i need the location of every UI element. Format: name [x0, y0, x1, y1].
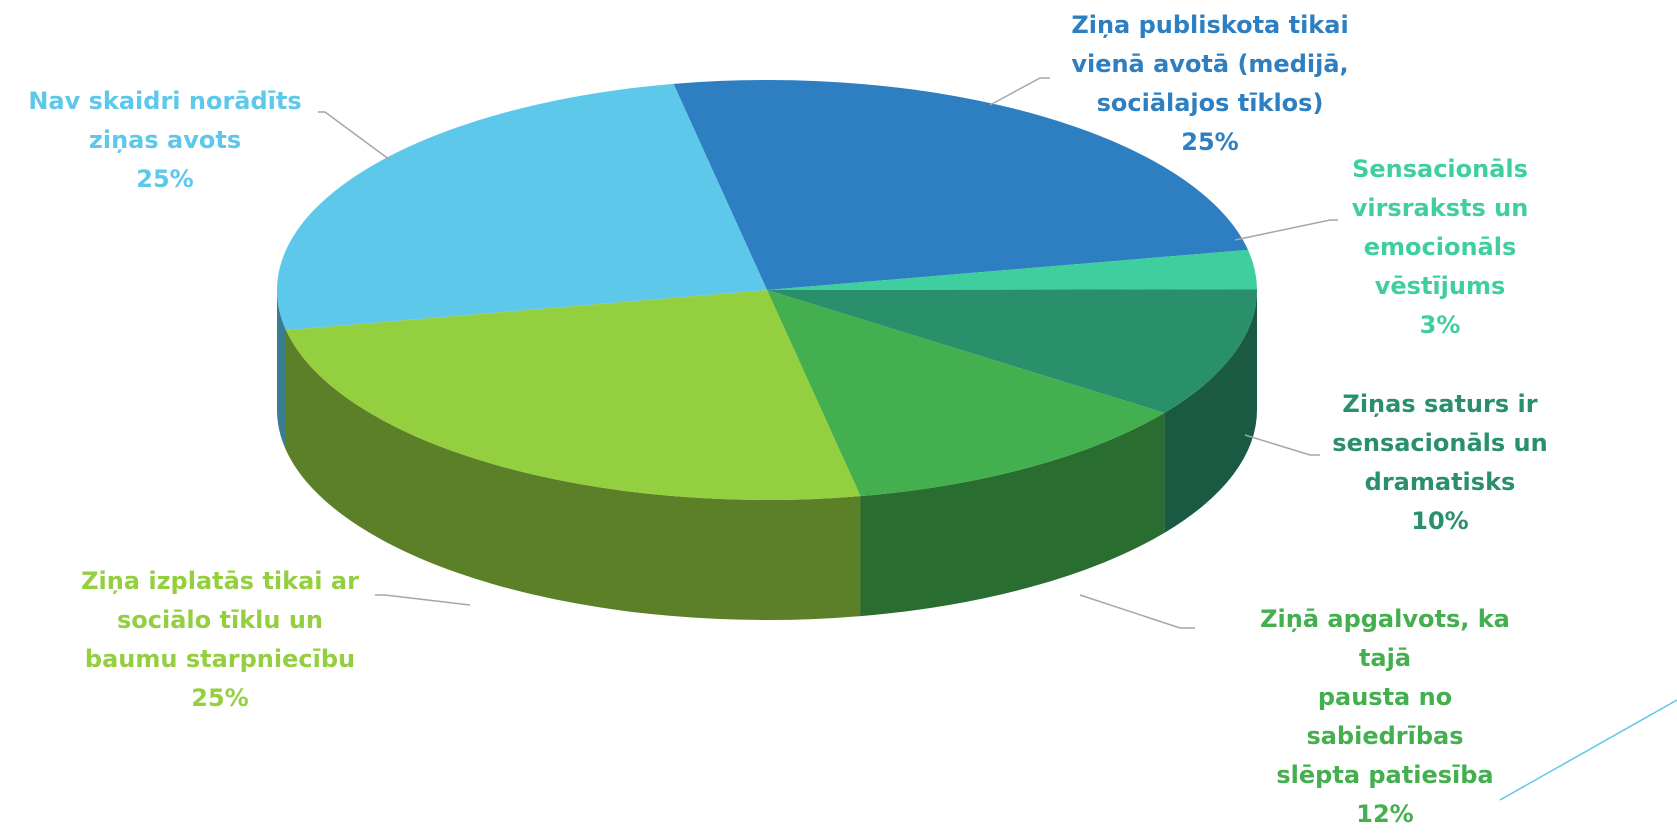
- slice: [767, 249, 1257, 290]
- leader-line: [989, 77, 1050, 106]
- slice: [277, 83, 767, 331]
- leader-line: [1234, 219, 1338, 241]
- value-label: 25%: [136, 165, 194, 193]
- pie-canvas: [277, 77, 1677, 801]
- data-label: Nav skaidri norādīts ziņas avots 25%: [28, 82, 301, 199]
- data-label: Ziņa izplatās tikai ar sociālo tīklu un …: [81, 562, 359, 718]
- data-label: Ziņas saturs ir sensacionāls un dramatis…: [1332, 385, 1547, 541]
- category-label: Sensacionāls virsraksts un emocionāls vē…: [1351, 155, 1529, 300]
- category-label: Ziņa izplatās tikai ar sociālo tīklu un …: [81, 567, 359, 673]
- slice-side: [286, 330, 861, 620]
- slice: [673, 80, 1248, 290]
- data-label: Ziņa publiskota tikai vienā avotā (medij…: [1071, 6, 1348, 162]
- pie-sides: [277, 290, 1257, 620]
- value-label: 25%: [1181, 128, 1239, 156]
- category-label: Ziņa publiskota tikai vienā avotā (medij…: [1071, 11, 1349, 117]
- leader-line: [375, 594, 471, 606]
- slice: [767, 289, 1257, 413]
- category-label: Ziņas saturs ir sensacionāls un dramatis…: [1332, 390, 1548, 496]
- leader-line: [1079, 594, 1195, 629]
- category-label: Ziņā apgalvots, ka tajā pausta no sabied…: [1260, 605, 1510, 789]
- slice-side: [277, 290, 287, 451]
- chart: Ziņa publiskota tikai vienā avotā (medij…: [28, 6, 1677, 828]
- value-label: 25%: [191, 684, 249, 712]
- leader-line: [318, 111, 391, 161]
- slice-side: [860, 412, 1165, 617]
- value-label: 12%: [1356, 800, 1414, 828]
- decor-line: [1499, 699, 1677, 801]
- leader-line: [1244, 434, 1320, 456]
- data-label: Ziņā apgalvots, ka tajā pausta no sabied…: [1239, 600, 1531, 834]
- slice: [767, 290, 1165, 497]
- slice: [286, 290, 861, 501]
- data-label: Sensacionāls virsraksts un emocionāls vē…: [1352, 150, 1529, 345]
- slice-side: [1164, 290, 1257, 533]
- value-label: 10%: [1411, 507, 1469, 535]
- value-label: 3%: [1419, 311, 1461, 339]
- pie-tops: [277, 80, 1257, 501]
- category-label: Nav skaidri norādīts ziņas avots: [28, 87, 302, 154]
